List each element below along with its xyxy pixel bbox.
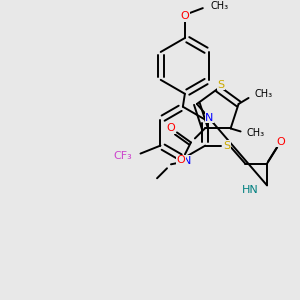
Text: CH₃: CH₃ [211, 1, 229, 11]
Text: S: S [217, 80, 224, 90]
Text: N: N [205, 113, 214, 123]
Text: O: O [167, 124, 176, 134]
Text: CH₃: CH₃ [254, 89, 273, 99]
Text: CF₃: CF₃ [114, 151, 133, 160]
Text: S: S [224, 141, 231, 151]
Text: O: O [277, 136, 285, 147]
Text: O: O [181, 11, 189, 21]
Text: HN: HN [242, 185, 259, 195]
Text: CH₃: CH₃ [247, 128, 265, 138]
Text: N: N [183, 155, 191, 166]
Text: O: O [177, 155, 185, 165]
